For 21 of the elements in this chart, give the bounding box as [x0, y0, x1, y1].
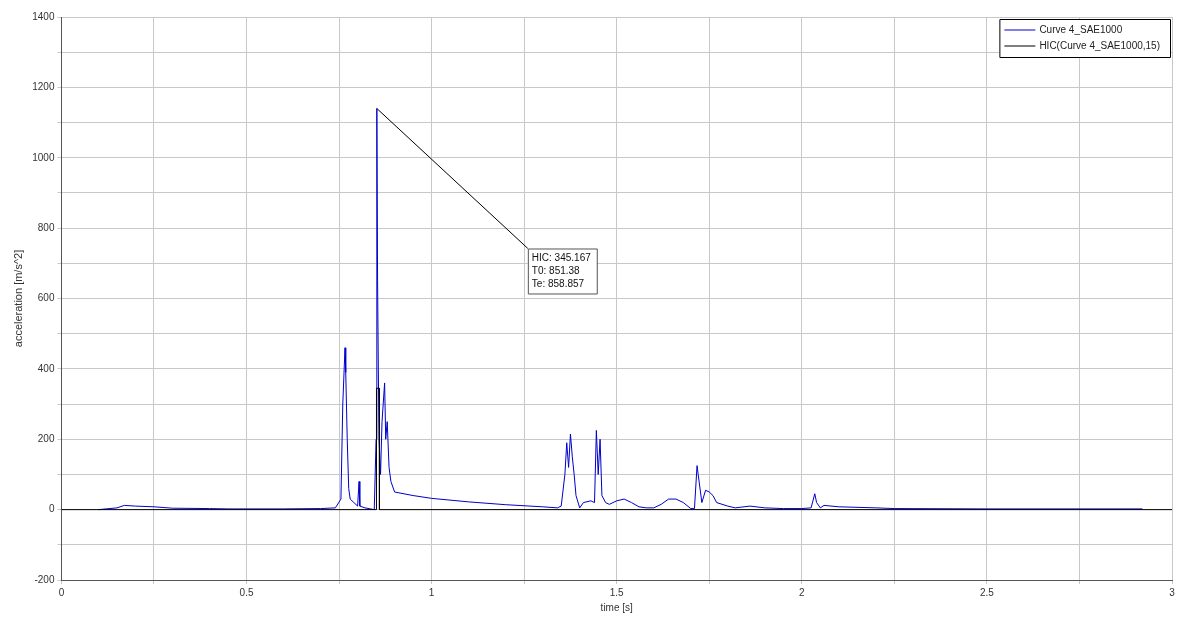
- annotation: HIC: 345.167 T0: 851.38 Te: 858.857: [531, 252, 592, 290]
- y-tick-label: 400: [37, 362, 55, 374]
- x-tick-label: 1.5: [609, 586, 625, 598]
- y-tick-label: 600: [37, 292, 55, 304]
- x-tick-label: 3: [1169, 586, 1176, 598]
- x-axis-title: time [s]: [600, 601, 634, 613]
- legend-label: Curve 4_SAE1000: [1039, 23, 1123, 35]
- y-tick-label: 800: [37, 221, 55, 233]
- y-axis-title: acceleration [m/s^2]: [11, 249, 24, 348]
- y-tick-label: -200: [34, 573, 55, 585]
- y-tick-label: 200: [37, 433, 55, 444]
- x-tick-label: 1: [428, 586, 435, 598]
- legend-label: HIC(Curve 4_SAE1000,15): [1039, 39, 1161, 51]
- x-tick-label: 0: [58, 586, 65, 598]
- y-tick-label: 1200: [32, 81, 55, 93]
- x-tick-label: 2: [799, 586, 806, 598]
- y-tick-label: 1400: [32, 10, 55, 22]
- x-tick-label: 0.5: [239, 586, 254, 598]
- y-tick-label: 0: [48, 503, 55, 515]
- y-tick-label: 1000: [32, 151, 55, 163]
- x-tick-label: 2.5: [979, 586, 995, 598]
